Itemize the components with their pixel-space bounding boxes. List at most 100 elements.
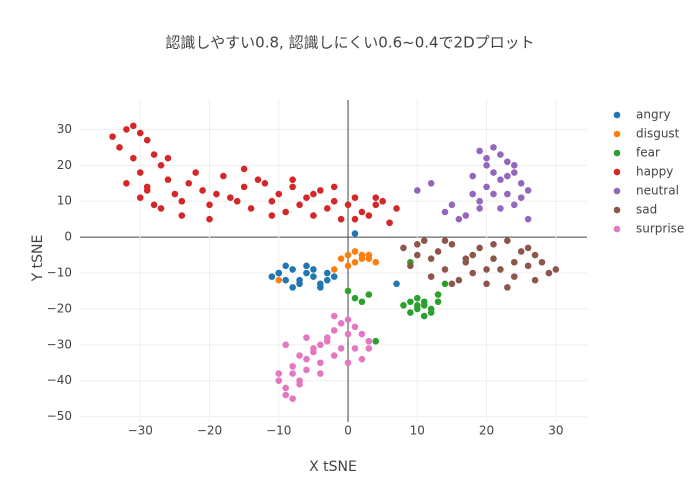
point <box>192 169 199 176</box>
legend-label[interactable]: angry <box>636 108 671 122</box>
point <box>330 312 338 320</box>
legend-label[interactable]: disgust <box>636 127 680 141</box>
point <box>448 241 456 248</box>
point <box>414 251 421 259</box>
point <box>476 244 483 252</box>
point <box>275 269 283 277</box>
point <box>351 323 359 331</box>
point <box>226 194 234 201</box>
point <box>282 391 290 399</box>
point <box>490 241 497 248</box>
point <box>282 384 290 392</box>
point <box>289 266 296 273</box>
point <box>330 266 338 273</box>
point <box>441 208 449 216</box>
point <box>282 208 290 216</box>
legend-label[interactable]: sad <box>636 203 657 217</box>
point <box>344 359 352 367</box>
point <box>351 345 359 352</box>
x-tick-label: −30 <box>128 424 153 438</box>
legend-marker[interactable] <box>613 187 621 195</box>
point <box>545 269 553 277</box>
point <box>365 291 373 298</box>
point <box>351 294 359 302</box>
point <box>282 341 290 349</box>
legend-label[interactable]: fear <box>636 146 660 160</box>
point <box>143 183 151 191</box>
point <box>524 262 532 270</box>
legend-label[interactable]: surprise <box>636 222 684 236</box>
x-tick-label: 0 <box>344 424 352 438</box>
point <box>504 158 511 166</box>
point <box>344 287 352 295</box>
x-tick-label: 10 <box>410 424 425 438</box>
point <box>379 197 386 205</box>
point <box>427 255 435 262</box>
point <box>123 179 130 187</box>
point <box>372 194 380 201</box>
point <box>240 165 248 173</box>
point <box>427 179 435 187</box>
point <box>317 359 324 367</box>
legend-marker[interactable] <box>613 206 621 214</box>
point <box>289 284 296 291</box>
point <box>400 302 407 309</box>
point <box>372 258 380 266</box>
point <box>517 248 525 255</box>
legend-marker[interactable] <box>613 130 621 138</box>
point <box>337 319 345 327</box>
x-tick-label: 20 <box>479 424 494 438</box>
legend-marker[interactable] <box>613 168 621 176</box>
point <box>441 266 449 273</box>
legend-label[interactable]: happy <box>636 165 673 179</box>
point <box>524 187 532 194</box>
point <box>344 316 352 323</box>
point <box>448 201 456 209</box>
point <box>268 273 276 280</box>
point <box>330 327 338 334</box>
point <box>531 251 539 259</box>
point <box>310 345 317 352</box>
point <box>358 355 366 363</box>
legend-marker[interactable] <box>613 225 621 233</box>
point <box>150 151 158 158</box>
y-tick-label: 20 <box>57 158 72 172</box>
point <box>289 176 296 183</box>
point <box>365 251 373 259</box>
legend-marker[interactable] <box>613 111 621 119</box>
point <box>323 205 331 212</box>
point <box>310 190 317 198</box>
point <box>296 276 303 284</box>
legend-marker[interactable] <box>613 149 621 157</box>
point <box>351 230 359 237</box>
point <box>268 212 276 219</box>
point <box>136 169 144 176</box>
y-tick-label: −50 <box>47 409 72 423</box>
point <box>510 162 518 169</box>
y-tick-label: −40 <box>47 373 72 387</box>
point <box>476 205 483 212</box>
point <box>185 179 193 187</box>
point <box>358 255 366 262</box>
point <box>504 172 511 180</box>
point <box>393 280 400 288</box>
point <box>344 262 352 270</box>
legend-label[interactable]: neutral <box>636 184 679 198</box>
point <box>414 187 421 194</box>
point <box>490 255 497 262</box>
point <box>268 197 276 205</box>
point <box>490 144 497 151</box>
point <box>497 176 504 183</box>
point <box>386 219 393 227</box>
point <box>476 197 483 205</box>
point <box>462 255 470 262</box>
point <box>510 201 518 209</box>
point <box>220 172 227 180</box>
point <box>365 345 373 352</box>
point <box>303 366 310 374</box>
y-tick-label: 0 <box>64 230 72 244</box>
point <box>510 273 518 280</box>
point <box>483 280 490 288</box>
point <box>296 352 303 359</box>
point <box>303 355 310 363</box>
